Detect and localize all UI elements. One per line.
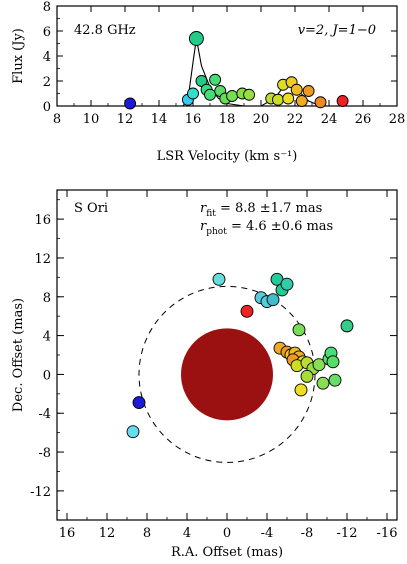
ring-radius-value: = 8.8 ±1.7 mas <box>216 201 322 216</box>
maser-spot <box>328 373 342 387</box>
spectrum-point <box>336 95 349 107</box>
spectrum-y-tick-label: 8 <box>43 0 51 15</box>
maser-spot <box>326 355 340 369</box>
spectrum-x-axis-label: LSR Velocity (km s⁻¹) <box>157 149 298 164</box>
maser-spot <box>292 323 306 337</box>
map-y-tick-label: 4 <box>43 330 51 345</box>
maser-spot <box>312 358 326 372</box>
spectrum-y-tick-label: 6 <box>43 25 51 40</box>
map-x-tick-label: -16 <box>377 526 398 541</box>
maser-spot <box>340 319 354 333</box>
spectrum-frame <box>56 5 398 107</box>
maser-spot <box>212 272 226 286</box>
spectrum-x-tick-label: 16 <box>185 112 202 127</box>
spectrum-point <box>226 90 239 102</box>
spectrum-point <box>243 88 256 101</box>
spectrum-x-tick-label: 22 <box>287 112 304 127</box>
map-y-tick-label: 8 <box>43 291 51 306</box>
map-y-tick-label: 16 <box>34 213 51 228</box>
spectrum-y-axis-label: Flux (Jy) <box>11 28 26 84</box>
spectrum-point <box>209 73 222 86</box>
maser-spot <box>126 425 140 439</box>
photosphere-radius-annotation: rphot = 4.6 ±0.6 mas <box>200 219 333 237</box>
maser-spots <box>126 272 354 439</box>
spectrum-points <box>124 31 349 110</box>
spectrum-x-tick-label: 28 <box>389 112 406 127</box>
map-x-tick-label: 12 <box>99 526 116 541</box>
spectrum-point <box>290 83 303 96</box>
maser-spot <box>132 396 146 410</box>
spectrum-point <box>188 31 204 46</box>
spectrum-y-tick-labels: 0 2 4 6 8 <box>43 0 51 115</box>
map-x-tick-label: 16 <box>59 526 76 541</box>
spectrum-point <box>295 95 308 107</box>
spectrum-x-tick-label: 8 <box>53 112 61 127</box>
photosphere-radius-value: = 4.6 ±0.6 mas <box>227 219 333 234</box>
maser-spot <box>300 369 314 383</box>
spectrum-x-tick-label: 24 <box>321 112 338 127</box>
map-x-tick-label: 0 <box>223 526 231 541</box>
spectrum-x-tick-label: 10 <box>83 112 100 127</box>
map-x-tick-label: 4 <box>183 526 191 541</box>
spectrum-point <box>204 88 216 101</box>
map-x-tick-label: -4 <box>261 526 274 541</box>
map-y-tick-label: -8 <box>38 446 51 461</box>
frequency-label: 42.8 GHz <box>74 23 136 38</box>
map-x-tick-label: -8 <box>301 526 314 541</box>
map-y-axis-label: Dec. Offset (mas) <box>11 298 26 412</box>
transition-label: v=2, J=1−0 <box>298 23 376 38</box>
maser-spot <box>316 376 330 390</box>
spectrum-point <box>124 97 137 110</box>
maser-spot <box>280 277 294 291</box>
map-x-axis-label: R.A. Offset (mas) <box>171 545 283 560</box>
spectrum-x-tick-label: 14 <box>151 112 168 127</box>
map-x-tick-label: -12 <box>337 526 358 541</box>
spectrum-y-tick-label: 0 <box>43 100 51 115</box>
spectrum-x-tick-label: 12 <box>117 112 134 127</box>
maser-spot <box>266 293 280 307</box>
spectrum-y-tick-label: 4 <box>43 50 51 65</box>
map-y-tick-label: 12 <box>34 252 51 267</box>
spectrum-x-tick-label: 18 <box>219 112 236 127</box>
source-name: S Ori <box>74 201 108 216</box>
spectrum-point <box>195 75 208 87</box>
spectrum-point <box>314 96 327 109</box>
spectrum-x-tick-label: 26 <box>355 112 372 127</box>
spectrum-y-tick-label: 2 <box>43 75 51 90</box>
ring-radius-symbol: r <box>200 201 207 216</box>
maser-spot <box>294 383 308 397</box>
ring-radius-annotation: rfit = 8.8 ±1.7 mas <box>200 201 322 219</box>
spectrum-point <box>187 87 199 100</box>
map-ticks <box>57 190 397 520</box>
spectrum-x-tick-label: 20 <box>253 112 270 127</box>
photosphere-radius-symbol: r <box>200 219 207 234</box>
map-x-tick-labels: 16 12 8 4 0 -4 -8 -12 -16 <box>59 526 398 541</box>
map-y-tick-label: -4 <box>38 407 51 422</box>
spectrum-point <box>302 85 315 97</box>
ring-radius-subscript: fit <box>206 209 216 219</box>
map-y-tick-labels: 16 12 8 4 0 -4 -8 -12 <box>30 213 51 500</box>
spectrum-point <box>282 92 295 105</box>
maser-spot <box>240 304 254 318</box>
map-y-tick-label: 0 <box>43 368 51 383</box>
spectrum-x-tick-labels: 8 10 12 14 16 18 20 22 24 26 28 <box>53 112 405 127</box>
photosphere-radius-subscript: phot <box>206 227 227 237</box>
stellar-disk <box>181 328 273 421</box>
map-panel: 16 12 8 4 0 -4 -8 -12 -16 16 12 8 4 0 -4 -8 -12 S Ori r… <box>11 189 398 560</box>
spectrum-point <box>272 93 284 106</box>
spectrum-ticks <box>56 5 398 107</box>
map-x-tick-label: 8 <box>143 526 151 541</box>
map-y-tick-label: -12 <box>30 485 51 500</box>
